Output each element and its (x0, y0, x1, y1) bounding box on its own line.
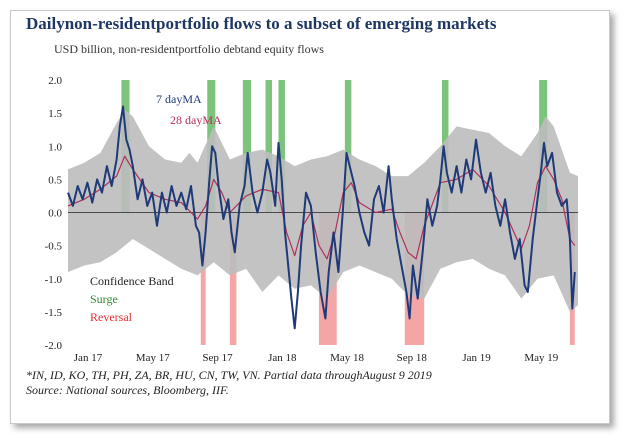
surge-bar (265, 80, 272, 213)
chart-title: Dailynon-residentportfolio flows to a su… (26, 14, 497, 33)
x-tick-label: Jan 19 (462, 352, 491, 364)
x-tick-label: Jan 18 (268, 352, 297, 364)
x-tick-label: May 19 (524, 352, 558, 364)
confidence-band (68, 109, 578, 312)
y-tick-label: -1.0 (45, 274, 63, 286)
legend-7day: 7 dayMA (156, 92, 202, 106)
y-tick-label: -1.5 (45, 307, 63, 319)
x-tick-label: Jan 17 (74, 352, 103, 364)
surge-bar (242, 80, 251, 213)
y-tick-label: 2.0 (48, 75, 62, 87)
x-tick-label: Sep 17 (202, 352, 233, 364)
surge-bar (278, 80, 285, 213)
surge-bar (344, 80, 352, 213)
legend-reversal: Reversal (90, 310, 133, 324)
y-tick-label: 0.0 (48, 208, 62, 220)
legend-surge: Surge (90, 292, 118, 306)
legend-confidence-band: Confidence Band (90, 274, 174, 288)
legend-28day: 28 dayMA (170, 113, 222, 127)
y-tick-label: -2.0 (45, 340, 63, 352)
footnote: *IN, ID, KO, TH, PH, ZA, BR, HU, CN, TW,… (26, 368, 432, 382)
x-tick-label: Sep 18 (397, 352, 428, 364)
y-tick-label: 0.5 (48, 174, 62, 186)
chart-subtitle: USD billion, non-residentportfolio debta… (54, 42, 324, 56)
series-line-7day (67, 105, 576, 330)
reversal-bar (200, 212, 206, 345)
x-tick-label: May 17 (136, 352, 170, 364)
y-tick-label: 1.5 (48, 108, 62, 120)
source-note: Source: National sources, Bloomberg, IIF… (26, 383, 229, 397)
x-tick-label: May 18 (330, 352, 364, 364)
y-tick-label: -0.5 (45, 241, 63, 253)
y-tick-label: 1.0 (48, 141, 62, 153)
reversal-bar (229, 212, 237, 345)
